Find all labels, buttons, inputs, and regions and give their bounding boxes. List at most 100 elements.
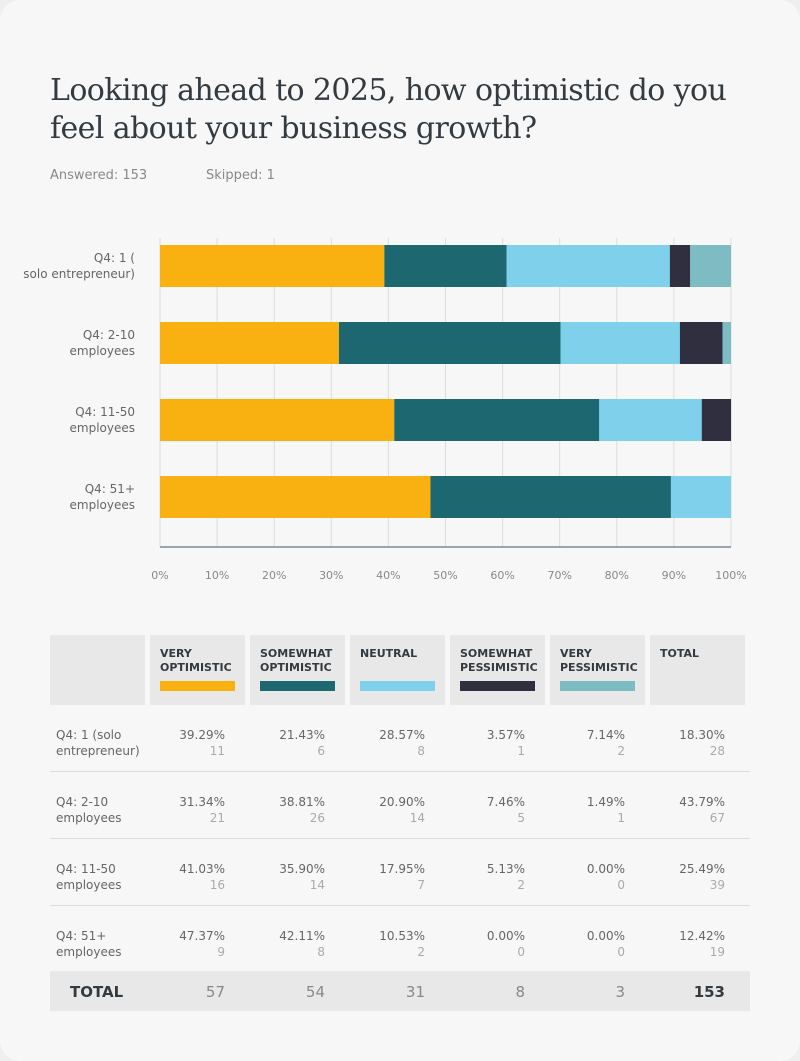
question-title: Looking ahead to 2025, how optimistic do…: [50, 73, 727, 146]
x-tick-label: 40%: [376, 569, 400, 582]
table-cell: 42.11% 8: [245, 928, 325, 960]
header-cell: SOMEWHAT PESSIMISTIC: [450, 635, 545, 705]
cell-percent: 18.30%: [679, 728, 725, 742]
cell-percent: 7.14%: [586, 728, 625, 742]
header-label: VERY OPTIMISTIC: [160, 647, 232, 674]
table-cell: 12.42% 19: [645, 928, 725, 960]
cell-count: 2: [417, 945, 425, 959]
bar-segment: [690, 245, 731, 287]
cell-count: 28: [709, 744, 725, 758]
cell-percent: 1.49%: [586, 795, 625, 809]
y-category-label: Q4: 2-10 employees: [70, 328, 135, 358]
row-label: Q4: 11-50 employees: [56, 862, 122, 892]
cell-count: 8: [317, 945, 325, 959]
table-cell: 0.00% 0: [545, 861, 625, 893]
bar-segment: [669, 245, 691, 287]
cell-count: 11: [209, 744, 225, 758]
table-cell: 38.81% 26: [245, 794, 325, 826]
x-tick-label: 30%: [319, 569, 343, 582]
cell-percent: 41.03%: [179, 862, 225, 876]
bar-segment: [679, 322, 723, 364]
header-empty-cell: [50, 635, 145, 705]
table-cell: 35.90% 14: [245, 861, 325, 893]
cell-count: 16: [209, 878, 225, 892]
table-row: Q4: 51+ employees 47.37% 9 42.11% 8 10.53% 2 0.…: [50, 906, 750, 973]
row-label: Q4: 51+ employees: [56, 929, 122, 959]
cell-percent: 10.53%: [379, 929, 425, 943]
bar-segment: [430, 476, 671, 518]
x-tick-label: 100%: [715, 569, 746, 582]
bar-segment: [384, 245, 507, 287]
cell-percent: 31.34%: [179, 795, 225, 809]
column-total-value: 31: [405, 983, 425, 1001]
cell-percent: 28.57%: [379, 728, 425, 742]
table-cell: 47.37% 9: [145, 928, 225, 960]
cell-percent: 0.00%: [486, 929, 525, 943]
table-row: Q4: 2-10 employees 31.34% 21 38.81% 26 20.90%…: [50, 772, 750, 839]
table-cell: 41.03% 16: [145, 861, 225, 893]
table-header-row: VERY OPTIMISTIC SOMEWHAT OPTIMISTIC NEUTRA…: [50, 635, 750, 705]
table-cell: 0.00% 0: [445, 928, 525, 960]
cell-count: 5: [517, 811, 525, 825]
column-total-value: 54: [305, 983, 325, 1001]
results-table: VERY OPTIMISTIC SOMEWHAT OPTIMISTIC NEUTRA…: [50, 635, 750, 1011]
table-cell: 1.49% 1: [545, 794, 625, 826]
bar-segment: [701, 399, 732, 441]
cell-count: 26: [309, 811, 325, 825]
cell-percent: 12.42%: [679, 929, 725, 943]
table-cell: 28.57% 8: [345, 727, 425, 759]
cell-percent: 38.81%: [279, 795, 325, 809]
cell-percent: 7.46%: [486, 795, 525, 809]
header-cell: TOTAL: [650, 635, 745, 705]
x-tick-label: 90%: [662, 569, 686, 582]
bar-segment: [670, 476, 732, 518]
cell-count: 21: [209, 811, 225, 825]
cell-count: 0: [517, 945, 525, 959]
bar-segment: [160, 322, 339, 364]
cell-percent: 35.90%: [279, 862, 325, 876]
cell-count: 9: [217, 945, 225, 959]
table-cell: 10.53% 2: [345, 928, 425, 960]
table-body: Q4: 1 (solo entrepreneur) 39.29% 11 21.43% 6…: [50, 705, 750, 973]
header-label: TOTAL: [660, 647, 700, 660]
cell-count: 19: [709, 945, 725, 959]
cell-percent: 0.00%: [586, 862, 625, 876]
table-cell: 5.13% 2: [445, 861, 525, 893]
cell-percent: 21.43%: [279, 728, 325, 742]
legend-swatch: [460, 681, 535, 691]
cell-percent: 43.79%: [679, 795, 725, 809]
header-label: VERY PESSIMISTIC: [560, 647, 638, 674]
cell-count: 0: [617, 878, 625, 892]
column-total-value: 8: [515, 983, 525, 1001]
table-cell: 43.79% 67: [645, 794, 725, 826]
x-tick-label: 10%: [205, 569, 229, 582]
x-tick-label: 20%: [262, 569, 286, 582]
bar-segment: [560, 322, 680, 364]
column-total-value: 57: [205, 983, 225, 1001]
bar-segment: [160, 476, 431, 518]
cell-count: 39: [709, 878, 725, 892]
y-category-label: Q4: 11-50 employees: [70, 405, 135, 435]
header-cell: NEUTRAL: [350, 635, 445, 705]
table-row: Q4: 1 (solo entrepreneur) 39.29% 11 21.43% 6…: [50, 705, 750, 772]
bar-segment: [599, 399, 702, 441]
legend-swatch: [160, 681, 235, 691]
y-category-label: Q4: 1 (solo entrepreneur): [23, 251, 135, 281]
cell-count: 14: [409, 811, 425, 825]
bar-segment: [394, 399, 600, 441]
header-cell: SOMEWHAT OPTIMISTIC: [250, 635, 345, 705]
bar-segment: [506, 245, 670, 287]
answered-count: Answered: 153: [50, 168, 148, 183]
cell-count: 0: [617, 945, 625, 959]
cell-percent: 25.49%: [679, 862, 725, 876]
header-cell: VERY OPTIMISTIC: [150, 635, 245, 705]
row-label: Q4: 2-10 employees: [56, 795, 122, 825]
cell-count: 8: [417, 744, 425, 758]
legend-swatch: [360, 681, 435, 691]
bar-segment: [160, 245, 385, 287]
table-row: Q4: 11-50 employees 41.03% 16 35.90% 14 17.95…: [50, 839, 750, 906]
bar-segment: [160, 399, 395, 441]
cell-percent: 42.11%: [279, 929, 325, 943]
cell-count: 1: [517, 744, 525, 758]
